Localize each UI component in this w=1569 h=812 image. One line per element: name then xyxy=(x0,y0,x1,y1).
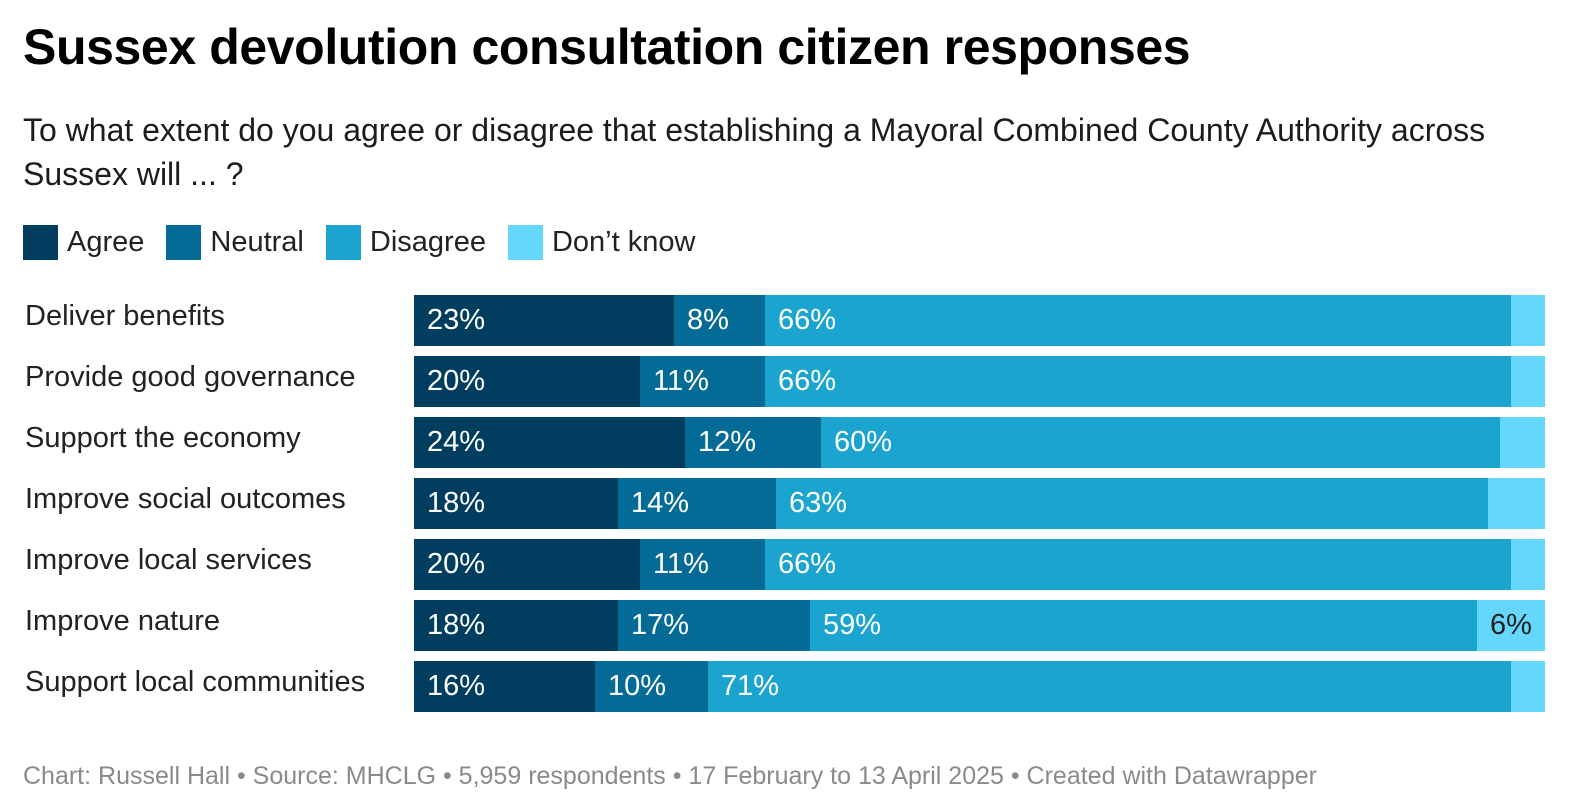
bar-row: Improve social outcomes 18% 14% 63% xyxy=(0,478,1569,529)
legend-swatch xyxy=(325,224,361,260)
data-label: 63% xyxy=(789,487,848,519)
bar-segment-neutral: 11% xyxy=(640,356,765,407)
data-label: 66% xyxy=(778,548,837,580)
data-label: 18% xyxy=(427,487,486,519)
legend-label: Don’t know xyxy=(551,225,696,258)
bar-segment-neutral: 14% xyxy=(618,478,776,529)
bar-row: Deliver benefits 23% 8% 66% xyxy=(0,295,1569,346)
data-label: 8% xyxy=(687,304,729,336)
bar-segment-disagree: 66% xyxy=(765,295,1511,346)
bar-segment-don-t-know: 6% xyxy=(1477,600,1545,651)
data-label: 14% xyxy=(631,487,690,519)
data-label: 66% xyxy=(778,365,837,397)
bar-segment-disagree: 59% xyxy=(810,600,1477,651)
bar-row: Improve nature 18% 17% 59% 6% xyxy=(0,600,1569,651)
bar-segment-agree: 24% xyxy=(414,417,685,468)
chart-footer: Chart: Russell Hall • Source: MHCLG • 5,… xyxy=(23,762,1317,790)
bar-segment-neutral: 12% xyxy=(685,417,821,468)
bar-segment-agree: 16% xyxy=(414,661,595,712)
chart-title: Sussex devolution consultation citizen r… xyxy=(23,19,1191,75)
bar-segment-don-t-know xyxy=(1511,356,1545,407)
data-label: 18% xyxy=(427,609,486,641)
category-label: Improve local services xyxy=(25,544,312,576)
bar-segment-neutral: 11% xyxy=(640,539,765,590)
legend-swatch xyxy=(166,224,202,260)
bar-row: Improve local services 20% 11% 66% xyxy=(0,539,1569,590)
category-label: Improve nature xyxy=(25,605,221,637)
legend-label: Disagree xyxy=(369,225,486,258)
bar-segment-neutral: 10% xyxy=(595,661,708,712)
stacked-bar: 20% 11% 66% xyxy=(414,356,1545,407)
category-label: Support local communities xyxy=(25,666,366,698)
bar-segment-agree: 23% xyxy=(414,295,674,346)
data-label: 24% xyxy=(427,426,486,458)
stacked-bar: 16% 10% 71% xyxy=(414,661,1545,712)
bar-segment-don-t-know xyxy=(1488,478,1545,529)
bar-segment-disagree: 63% xyxy=(776,478,1488,529)
data-label: 17% xyxy=(631,609,690,641)
data-label: 11% xyxy=(653,548,709,580)
bar-segment-don-t-know xyxy=(1500,417,1545,468)
bar-segment-neutral: 17% xyxy=(618,600,810,651)
data-label: 66% xyxy=(778,304,837,336)
legend-label: Neutral xyxy=(210,225,304,258)
data-label: 71% xyxy=(721,670,780,702)
data-label: 16% xyxy=(427,670,486,702)
category-label: Support the economy xyxy=(25,422,301,454)
data-label: 23% xyxy=(427,304,486,336)
legend-item: Neutral xyxy=(166,224,304,260)
bar-segment-agree: 18% xyxy=(414,478,618,529)
legend-item: Don’t know xyxy=(507,224,696,260)
legend-label: Agree xyxy=(67,225,145,258)
stacked-bar: 24% 12% 60% xyxy=(414,417,1545,468)
bar-segment-agree: 18% xyxy=(414,600,618,651)
chart-subtitle: To what extent do you agree or disagree … xyxy=(23,112,1486,192)
bar-segment-don-t-know xyxy=(1511,295,1545,346)
bar-segment-agree: 20% xyxy=(414,539,640,590)
bar-segment-disagree: 66% xyxy=(765,356,1511,407)
bar-row: Support the economy 24% 12% 60% xyxy=(0,417,1569,468)
stacked-bar: 18% 17% 59% 6% xyxy=(414,600,1545,651)
data-label: 12% xyxy=(698,426,757,458)
bar-segment-agree: 20% xyxy=(414,356,640,407)
category-label: Deliver benefits xyxy=(25,300,225,332)
stacked-bar: 23% 8% 66% xyxy=(414,295,1545,346)
data-label: 6% xyxy=(1490,609,1532,641)
bar-segment-disagree: 71% xyxy=(708,661,1511,712)
bar-segment-neutral: 8% xyxy=(674,295,765,346)
category-label: Improve social outcomes xyxy=(25,483,346,515)
stacked-bar: 18% 14% 63% xyxy=(414,478,1545,529)
bar-segment-disagree: 66% xyxy=(765,539,1511,590)
bar-segment-don-t-know xyxy=(1511,539,1545,590)
bar-segment-don-t-know xyxy=(1511,661,1545,712)
data-label: 10% xyxy=(608,670,667,702)
bar-row: Provide good governance 20% 11% 66% xyxy=(0,356,1569,407)
legend-swatch xyxy=(23,224,58,260)
bar-row: Support local communities 16% 10% 71% xyxy=(0,661,1569,712)
data-label: 11% xyxy=(653,365,709,397)
category-label: Provide good governance xyxy=(25,361,356,393)
legend-item: Disagree xyxy=(325,224,486,260)
legend-swatch xyxy=(507,224,543,260)
bar-segment-disagree: 60% xyxy=(821,417,1500,468)
data-label: 59% xyxy=(823,609,882,641)
data-label: 20% xyxy=(427,365,486,397)
data-label: 60% xyxy=(834,426,893,458)
data-label: 20% xyxy=(427,548,486,580)
legend-item: Agree xyxy=(23,224,145,260)
chart-legend: Agree Neutral Disagree Don’t know xyxy=(23,224,717,260)
stacked-bar: 20% 11% 66% xyxy=(414,539,1545,590)
